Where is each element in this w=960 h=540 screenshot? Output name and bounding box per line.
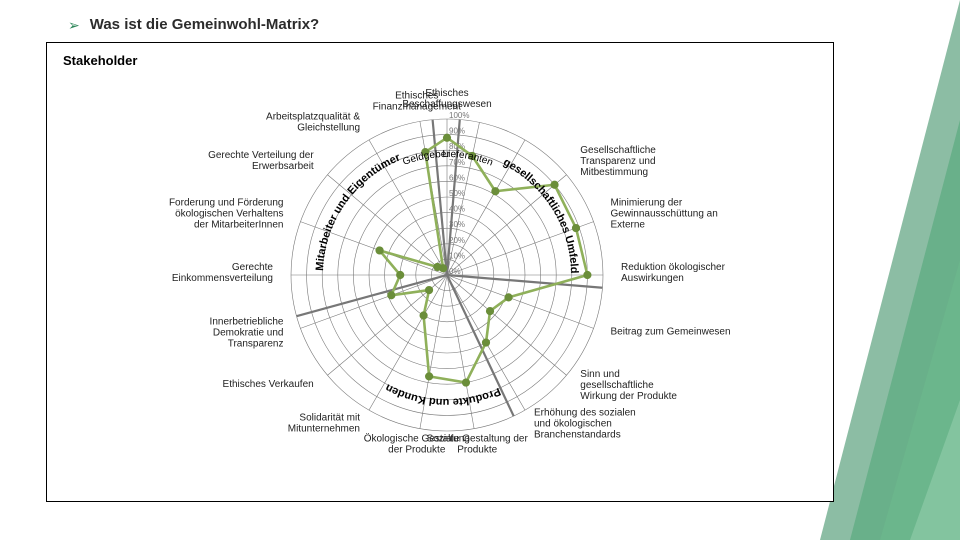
tick-label: 40%: [449, 205, 465, 214]
axis-label: Forderung und Förderungökologischen Verh…: [169, 197, 284, 230]
axis-label: Arbeitsplatzqualität &Gleichstellung: [266, 111, 360, 133]
axis-label: GerechteEinkommensverteilung: [172, 262, 274, 284]
radar-polygon: [380, 138, 588, 383]
axis-label: Solidarität mitMitunternehmen: [288, 413, 360, 435]
radar-chart: 0%10%20%30%40%50%60%70%80%90%100%Ethisch…: [47, 43, 833, 501]
axis-label: Beitrag zum Gemeinwesen: [611, 327, 731, 338]
radar-marker: [584, 271, 591, 278]
tick-label: 50%: [449, 189, 465, 198]
radar-marker: [462, 379, 469, 386]
stakeholder-label: Stakeholder: [63, 53, 137, 68]
axis-label: GesellschaftlicheTransparenz undMitbesti…: [580, 145, 656, 178]
radar-marker: [492, 188, 499, 195]
group-arc-label: Geldgeber: [401, 149, 450, 168]
slide: ➢ Was ist die Gemeinwohl-Matrix? Stakeho…: [0, 0, 960, 540]
tick-label: 60%: [449, 173, 465, 182]
axis-label: Minimierung derGewinnausschüttung anExte…: [611, 197, 718, 230]
group-arc-label: Produkte und Kunden: [383, 381, 502, 408]
tick-label: 90%: [449, 127, 465, 136]
bullet-icon: ➢: [68, 18, 80, 32]
radar-marker: [420, 312, 427, 319]
axis-label: InnerbetrieblicheDemokratie undTranspare…: [210, 317, 284, 350]
radar-marker: [443, 134, 450, 141]
radar-marker: [397, 271, 404, 278]
radar-marker: [482, 339, 489, 346]
tick-label: 10%: [449, 251, 465, 260]
radar-marker: [505, 294, 512, 301]
axis-label: Gerechte Verteilung derErwerbsarbeit: [208, 150, 314, 172]
radar-marker: [388, 292, 395, 299]
radar-marker: [425, 286, 432, 293]
radar-marker: [376, 247, 383, 254]
tick-label: 0%: [449, 267, 461, 276]
axis-label: Reduktion ökologischerAuswirkungen: [621, 262, 726, 284]
radar-marker: [572, 224, 579, 231]
radar-marker: [426, 373, 433, 380]
tick-label: 20%: [449, 236, 465, 245]
radar-marker: [551, 181, 558, 188]
tick-label: 30%: [449, 220, 465, 229]
slide-title: Was ist die Gemeinwohl-Matrix?: [90, 16, 319, 33]
axis-label: Erhöhung des sozialenund ökologischenBra…: [534, 408, 636, 441]
axis-label: Ethisches Verkaufen: [223, 379, 314, 390]
axis-label: Sinn undgesellschaftlicheWirkung der Pro…: [580, 369, 677, 402]
radar-marker: [486, 307, 493, 314]
title-row: ➢ Was ist die Gemeinwohl-Matrix?: [68, 16, 319, 33]
radar-chart-frame: Stakeholder 0%10%20%30%40%50%60%70%80%90…: [46, 42, 834, 502]
radar-marker: [434, 263, 441, 270]
